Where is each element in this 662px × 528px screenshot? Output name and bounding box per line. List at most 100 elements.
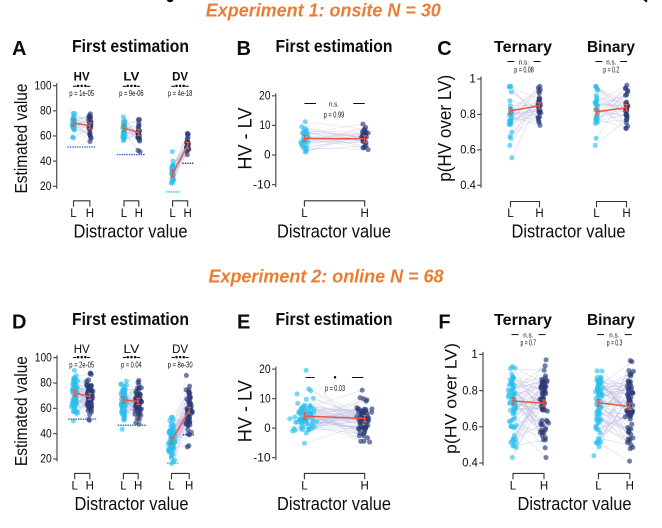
svg-text:0.8: 0.8 bbox=[460, 109, 476, 121]
svg-text:Distractor value: Distractor value bbox=[518, 493, 632, 514]
svg-text:L: L bbox=[301, 208, 308, 220]
svg-text:Distractor value: Distractor value bbox=[277, 220, 391, 241]
svg-text:n.s.: n.s. bbox=[523, 330, 533, 339]
svg-text:E: E bbox=[237, 312, 250, 334]
svg-text:L: L bbox=[71, 481, 78, 493]
svg-text:40: 40 bbox=[40, 156, 52, 168]
svg-text:1: 1 bbox=[469, 74, 475, 86]
svg-text:HV - LV: HV - LV bbox=[235, 380, 256, 442]
svg-text:First estimation: First estimation bbox=[72, 36, 189, 56]
svg-text:L: L bbox=[168, 481, 175, 493]
svg-text:0.4: 0.4 bbox=[460, 180, 476, 192]
svg-text:Distractor value: Distractor value bbox=[277, 493, 391, 514]
svg-text:L: L bbox=[507, 208, 514, 220]
svg-text:H: H bbox=[535, 208, 543, 220]
svg-text:Binary: Binary bbox=[587, 312, 635, 329]
svg-text:F: F bbox=[438, 312, 450, 334]
svg-text:Estimated value: Estimated value bbox=[11, 356, 31, 466]
svg-text:H: H bbox=[184, 208, 192, 220]
svg-text:Distractor value: Distractor value bbox=[75, 493, 189, 514]
svg-text:10: 10 bbox=[260, 120, 271, 132]
svg-text:p = 0.99: p = 0.99 bbox=[324, 111, 345, 120]
svg-text:80: 80 bbox=[40, 378, 52, 390]
svg-text:40: 40 bbox=[40, 428, 52, 440]
svg-text:20: 20 bbox=[40, 454, 52, 466]
svg-text:HV - LV: HV - LV bbox=[235, 107, 256, 169]
svg-text:p = 0.3: p = 0.3 bbox=[607, 338, 623, 347]
svg-text:0.4: 0.4 bbox=[462, 458, 478, 470]
svg-text:Experiment 1: onsite N = 30: Experiment 1: onsite N = 30 bbox=[206, 0, 441, 20]
svg-text:L: L bbox=[593, 208, 600, 220]
svg-text:0: 0 bbox=[264, 423, 270, 435]
svg-text:Distractor value: Distractor value bbox=[74, 220, 188, 241]
svg-text:Distractor value: Distractor value bbox=[512, 220, 626, 241]
svg-text:Experiment 2: online N = 68: Experiment 2: online N = 68 bbox=[209, 267, 444, 287]
svg-text:H: H bbox=[622, 208, 630, 220]
svg-text:p = 9e-06: p = 9e-06 bbox=[119, 89, 144, 98]
svg-text:D: D bbox=[12, 312, 26, 334]
svg-text:20: 20 bbox=[40, 181, 52, 193]
svg-text:First estimation: First estimation bbox=[276, 309, 393, 329]
svg-text:p = 0.03: p = 0.03 bbox=[325, 384, 345, 393]
svg-text:H: H bbox=[626, 481, 634, 493]
svg-text:n.s.: n.s. bbox=[519, 57, 529, 66]
svg-text:H: H bbox=[185, 481, 193, 493]
svg-text:0: 0 bbox=[264, 150, 270, 162]
svg-text:L: L bbox=[595, 481, 602, 493]
svg-text:L: L bbox=[70, 208, 77, 220]
svg-text:L: L bbox=[121, 208, 128, 220]
svg-text:100: 100 bbox=[35, 352, 52, 364]
svg-text:H: H bbox=[540, 481, 548, 493]
svg-text:0.6: 0.6 bbox=[460, 145, 476, 157]
svg-text:B: B bbox=[236, 38, 250, 60]
svg-text:H: H bbox=[361, 208, 369, 220]
svg-text:1: 1 bbox=[471, 349, 477, 361]
svg-text:20: 20 bbox=[259, 364, 271, 376]
svg-text:p = 0.08: p = 0.08 bbox=[514, 66, 534, 75]
svg-text:p = 0.7: p = 0.7 bbox=[521, 338, 537, 347]
svg-text:First estimation: First estimation bbox=[72, 309, 189, 329]
svg-text:DV: DV bbox=[172, 342, 188, 356]
svg-text:n.s.: n.s. bbox=[606, 57, 616, 66]
svg-text:p = 4e-18: p = 4e-18 bbox=[168, 89, 193, 98]
svg-text:-10: -10 bbox=[253, 452, 271, 464]
svg-text:p = 1e-05: p = 1e-05 bbox=[69, 89, 94, 98]
svg-text:p(HV over LV): p(HV over LV) bbox=[435, 75, 455, 182]
svg-text:L: L bbox=[169, 208, 176, 220]
svg-text:Estimated value: Estimated value bbox=[11, 84, 31, 194]
svg-text:Binary: Binary bbox=[587, 39, 635, 56]
svg-text:LV: LV bbox=[123, 72, 139, 84]
svg-text:0.6: 0.6 bbox=[462, 422, 478, 434]
svg-text:p = 0.2: p = 0.2 bbox=[603, 66, 619, 75]
svg-text:-10: -10 bbox=[253, 179, 271, 191]
svg-text:DV: DV bbox=[172, 72, 188, 84]
svg-text:60: 60 bbox=[40, 403, 52, 415]
svg-text:LV: LV bbox=[123, 342, 139, 356]
svg-text:60: 60 bbox=[40, 131, 52, 143]
svg-text:L: L bbox=[301, 481, 308, 493]
svg-text:First estimation: First estimation bbox=[276, 36, 393, 56]
svg-text:80: 80 bbox=[40, 106, 52, 118]
svg-text:0.8: 0.8 bbox=[462, 385, 478, 397]
svg-text:10: 10 bbox=[260, 393, 271, 405]
svg-text:C: C bbox=[437, 38, 451, 60]
svg-text:HV: HV bbox=[74, 342, 90, 356]
svg-text:H: H bbox=[86, 208, 94, 220]
svg-text:A: A bbox=[12, 38, 26, 60]
svg-text:p(HV over LV): p(HV over LV) bbox=[442, 343, 461, 454]
svg-text:L: L bbox=[510, 481, 517, 493]
svg-text:Ternary: Ternary bbox=[494, 39, 552, 56]
svg-text:H: H bbox=[361, 481, 369, 493]
svg-text:n.s.: n.s. bbox=[329, 99, 339, 108]
svg-text:20: 20 bbox=[259, 91, 271, 103]
svg-text:Ternary: Ternary bbox=[494, 312, 552, 329]
svg-text:p = 0.04: p = 0.04 bbox=[121, 361, 142, 370]
svg-text:L: L bbox=[120, 481, 127, 493]
svg-text:100: 100 bbox=[35, 80, 52, 92]
svg-text:H: H bbox=[135, 208, 143, 220]
svg-text:H: H bbox=[86, 481, 94, 493]
svg-text:p = 2e-05: p = 2e-05 bbox=[69, 361, 94, 370]
svg-text:p = 8e-30: p = 8e-30 bbox=[168, 361, 193, 370]
svg-text:H: H bbox=[134, 481, 142, 493]
svg-text:HV: HV bbox=[74, 72, 90, 84]
